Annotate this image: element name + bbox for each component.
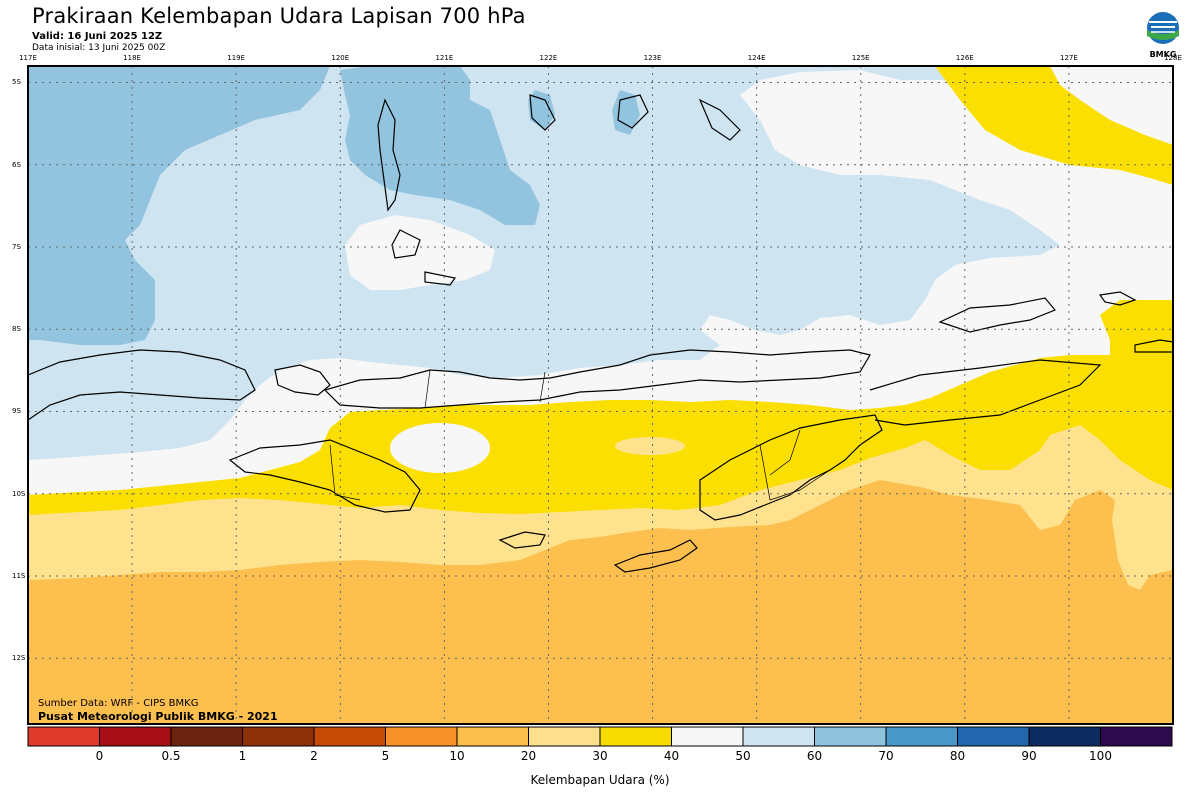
colorbar-swatch: [599, 726, 672, 747]
colorbar: [27, 726, 1173, 747]
band-70-80-west: [28, 66, 330, 345]
colorbar-tick-label: 90: [1021, 749, 1037, 763]
colorbar-swatch: [27, 726, 100, 747]
source-credit: Sumber Data: WRF - CIPS BMKG: [38, 698, 199, 709]
colorbar-tick-label: 2: [310, 749, 318, 763]
colorbar-tick-label: 5: [381, 749, 390, 763]
colorbar-swatch: [885, 726, 958, 747]
lat-tick-label: 9S: [12, 407, 21, 416]
colorbar-swatch: [456, 726, 529, 747]
grid-lines: [28, 66, 1173, 724]
lon-tick-label: 118E: [123, 54, 141, 62]
band-60-70: [28, 66, 1060, 460]
band-70-80-east2: [612, 90, 640, 135]
colorbar-tick-label: 20: [520, 749, 537, 763]
lat-tick-label: 10S: [12, 489, 26, 498]
colorbar-swatch: [957, 726, 1030, 747]
lat-tick-label: 7S: [12, 242, 21, 251]
colorbar-tick-label: 80: [949, 749, 966, 763]
colorbar-tick-label: 50: [735, 749, 751, 763]
colorbar-swatch: [742, 726, 815, 747]
lon-tick-label: 117E: [19, 54, 37, 62]
lat-tick-label: 8S: [12, 325, 21, 334]
moist-patch-savu: [615, 437, 685, 455]
colorbar-tick-label: 30: [592, 749, 608, 763]
colorbar-tick-label: 40: [663, 749, 680, 763]
colorbar-tick-label: 0.5: [161, 749, 181, 763]
coastlines: [28, 94, 1173, 573]
colorbar-tick-label: 100: [1089, 749, 1112, 763]
colorbar-swatch: [99, 726, 172, 747]
page-title: Prakiraan Kelembapan Udara Lapisan 700 h…: [32, 4, 526, 28]
colorbar-swatch: [242, 726, 315, 747]
colorbar-swatch: [1028, 726, 1101, 747]
lon-tick-label: 122E: [539, 54, 558, 62]
bmkg-logo: BMKG: [1141, 8, 1185, 60]
lon-tick-label: 121E: [435, 54, 454, 62]
band-70-80-central: [340, 66, 540, 225]
institution-credit: Pusat Meteorologi Publik BMKG - 2021: [38, 710, 278, 723]
lat-tick-label: 12S: [12, 654, 26, 663]
colorbar-swatch: [170, 726, 243, 747]
lon-tick-label: 128E: [1164, 54, 1182, 62]
lat-tick-label: 11S: [12, 571, 26, 580]
colorbar-tick-label: 60: [806, 749, 823, 763]
lon-tick-label: 127E: [1060, 54, 1078, 62]
lon-tick-label: 126E: [955, 54, 974, 62]
lon-tick-label: 120E: [331, 54, 350, 62]
boundaries: [329, 369, 831, 501]
lon-tick-label: 123E: [643, 54, 662, 62]
colorbar-swatch: [814, 726, 887, 747]
dry-patch-north: [345, 215, 495, 290]
lat-tick-label: 5S: [12, 78, 21, 87]
colorbar-swatch: [528, 726, 601, 747]
lon-tick-label: 119E: [227, 54, 246, 62]
valid-time: Valid: 16 Juni 2025 12Z: [32, 31, 163, 42]
colorbar-swatch: [1100, 726, 1173, 747]
humid-patch-south: [390, 423, 490, 473]
lon-tick-label: 125E: [851, 54, 870, 62]
colorbar-tick-label: 1: [238, 749, 247, 763]
colorbar-title: Kelembapan Udara (%): [530, 773, 670, 787]
lon-tick-label: 124E: [747, 54, 766, 62]
colorbar-swatch: [313, 726, 386, 747]
colorbar-tick-label: 0: [95, 749, 104, 763]
colorbar-tick-label: 10: [449, 749, 465, 763]
colorbar-swatch: [671, 726, 744, 747]
colorbar-swatch: [385, 726, 458, 747]
logo-text: BMKG: [1150, 50, 1177, 59]
colorbar-tick-label: 70: [878, 749, 894, 763]
lat-tick-label: 6S: [12, 160, 21, 169]
map-frame: [27, 65, 1174, 725]
init-time: Data inisial: 13 Juni 2025 00Z: [32, 43, 166, 53]
